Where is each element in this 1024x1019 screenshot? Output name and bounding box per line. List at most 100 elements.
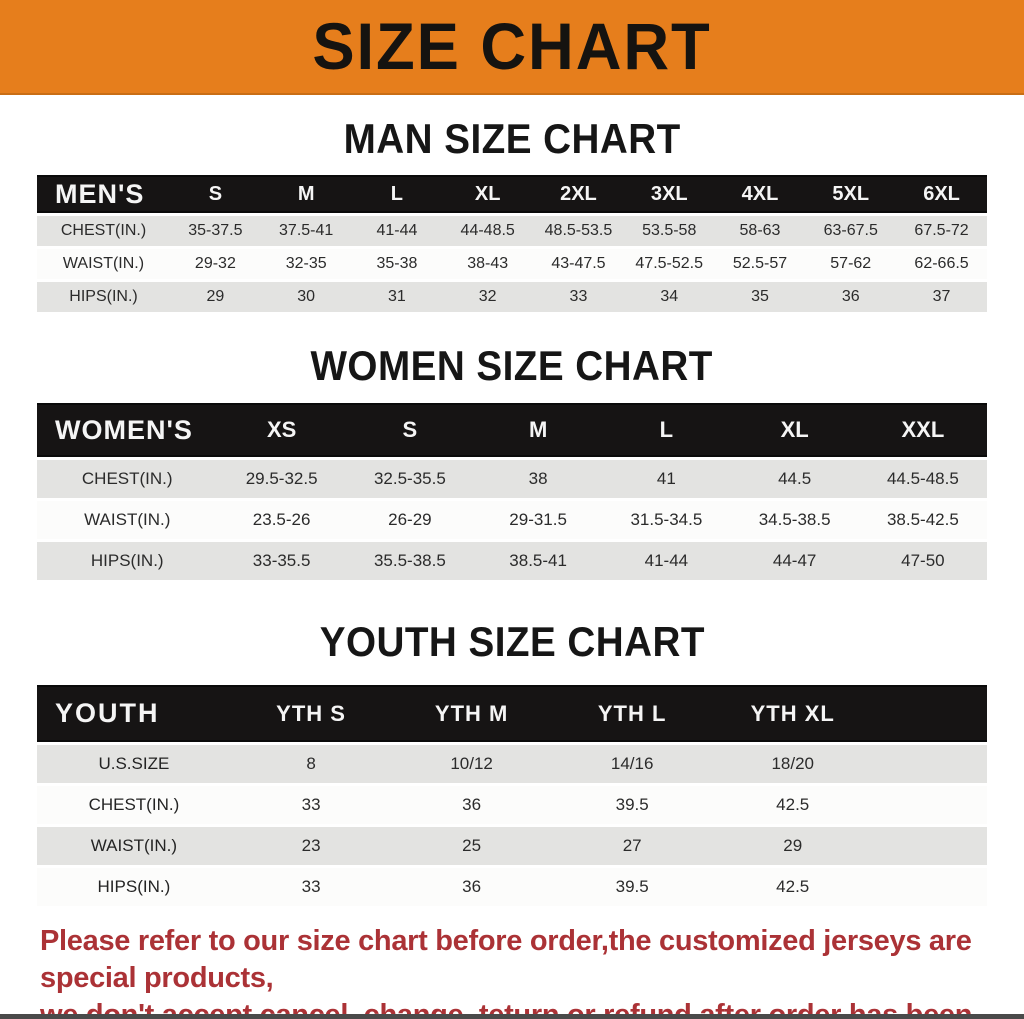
size-value: 36 bbox=[805, 282, 897, 312]
size-value: 52.5-57 bbox=[714, 249, 806, 279]
size-value: 32.5-35.5 bbox=[345, 460, 474, 498]
women-header-row: WOMEN'S XS S M L XL XXL bbox=[37, 403, 987, 457]
column-header: YTH M bbox=[391, 685, 552, 742]
size-value: 43-47.5 bbox=[533, 249, 624, 279]
size-value: 37 bbox=[896, 282, 987, 312]
size-value: 14/16 bbox=[551, 745, 713, 783]
section-title-man: MAN SIZE CHART bbox=[343, 115, 681, 162]
column-header: XXL bbox=[858, 403, 987, 457]
size-value: 29.5-32.5 bbox=[217, 460, 346, 498]
size-value: 41-44 bbox=[351, 216, 443, 246]
column-header: 2XL bbox=[533, 175, 624, 213]
size-value: 48.5-53.5 bbox=[533, 216, 624, 246]
size-value: 44-47 bbox=[730, 542, 859, 580]
size-value: 33 bbox=[230, 786, 392, 824]
column-header: 5XL bbox=[805, 175, 897, 213]
column-header: YTH S bbox=[230, 685, 392, 742]
row-label: CHEST(IN.) bbox=[37, 216, 170, 246]
size-value: 31.5-34.5 bbox=[602, 501, 731, 539]
table-row: CHEST(IN.) 29.5-32.5 32.5-35.5 38 41 44.5 44.5… bbox=[37, 460, 987, 498]
column-header: S bbox=[345, 403, 474, 457]
size-value: 26-29 bbox=[345, 501, 474, 539]
column-header: M bbox=[474, 403, 603, 457]
size-value: 42.5 bbox=[712, 786, 873, 824]
spacer-cell bbox=[872, 827, 987, 865]
size-value: 53.5-58 bbox=[623, 216, 715, 246]
table-row: WAIST(IN.) 29-32 32-35 35-38 38-43 43-47.5 47.… bbox=[37, 249, 987, 279]
size-value: 63-67.5 bbox=[805, 216, 897, 246]
size-value: 34 bbox=[623, 282, 715, 312]
column-header: L bbox=[602, 403, 731, 457]
size-value: 47-50 bbox=[858, 542, 987, 580]
size-value: 38.5-41 bbox=[474, 542, 603, 580]
row-label: WAIST(IN.) bbox=[37, 249, 170, 279]
size-value: 38.5-42.5 bbox=[858, 501, 987, 539]
section-title-youth: YOUTH SIZE CHART bbox=[319, 618, 705, 665]
women-size-table: WOMEN'S XS S M L XL XXL CHEST(IN.) 29.5-32.5 32.… bbox=[37, 400, 987, 583]
size-value: 29 bbox=[712, 827, 873, 865]
spacer-cell bbox=[872, 685, 987, 742]
size-value: 44.5-48.5 bbox=[858, 460, 987, 498]
page-title: SIZE CHART bbox=[312, 9, 712, 83]
bottom-bar bbox=[0, 1014, 1024, 1019]
size-value: 57-62 bbox=[805, 249, 897, 279]
row-label: U.S.SIZE bbox=[37, 745, 231, 783]
column-header: 4XL bbox=[714, 175, 806, 213]
youth-header-row: YOUTH YTH S YTH M YTH L YTH XL bbox=[37, 685, 987, 742]
banner: SIZE CHART bbox=[0, 0, 1024, 95]
size-value: 41 bbox=[602, 460, 731, 498]
size-value: 33-35.5 bbox=[217, 542, 346, 580]
table-corner-label: MEN'S bbox=[37, 175, 170, 213]
row-label: CHEST(IN.) bbox=[37, 460, 218, 498]
size-value: 32-35 bbox=[260, 249, 352, 279]
size-value: 35-37.5 bbox=[170, 216, 261, 246]
size-value: 62-66.5 bbox=[896, 249, 987, 279]
row-label: CHEST(IN.) bbox=[37, 786, 231, 824]
row-label: WAIST(IN.) bbox=[37, 827, 231, 865]
size-value: 47.5-52.5 bbox=[623, 249, 715, 279]
column-header: L bbox=[351, 175, 443, 213]
table-row: WAIST(IN.) 23.5-26 26-29 29-31.5 31.5-34.5 34… bbox=[37, 501, 987, 539]
men-header-row: MEN'S S M L XL 2XL 3XL 4XL 5XL 6XL bbox=[37, 175, 987, 213]
size-value: 42.5 bbox=[712, 868, 873, 906]
column-header: XS bbox=[217, 403, 346, 457]
size-value: 58-63 bbox=[714, 216, 806, 246]
size-value: 29-31.5 bbox=[474, 501, 603, 539]
size-value: 44.5 bbox=[730, 460, 859, 498]
size-value: 32 bbox=[442, 282, 534, 312]
column-header: S bbox=[170, 175, 261, 213]
column-header: YTH XL bbox=[712, 685, 873, 742]
size-value: 25 bbox=[391, 827, 552, 865]
row-label: WAIST(IN.) bbox=[37, 501, 218, 539]
size-value: 67.5-72 bbox=[896, 216, 987, 246]
table-row: HIPS(IN.) 33-35.5 35.5-38.5 38.5-41 41-44 44-… bbox=[37, 542, 987, 580]
footer-note: Please refer to our size chart before or… bbox=[0, 923, 1024, 1019]
size-value: 27 bbox=[551, 827, 713, 865]
size-value: 39.5 bbox=[551, 786, 713, 824]
table-row: CHEST(IN.) 35-37.5 37.5-41 41-44 44-48.5 48.5… bbox=[37, 216, 987, 246]
size-value: 33 bbox=[230, 868, 392, 906]
size-value: 10/12 bbox=[391, 745, 552, 783]
column-header: XL bbox=[442, 175, 534, 213]
table-row: CHEST(IN.) 33 36 39.5 42.5 bbox=[37, 786, 987, 824]
table-corner-label: WOMEN'S bbox=[37, 403, 218, 457]
size-value: 41-44 bbox=[602, 542, 731, 580]
size-value: 30 bbox=[260, 282, 352, 312]
size-value: 36 bbox=[391, 868, 552, 906]
column-header: 3XL bbox=[623, 175, 715, 213]
size-value: 8 bbox=[230, 745, 392, 783]
footer-note-line1: Please refer to our size chart before or… bbox=[40, 925, 972, 994]
row-label: HIPS(IN.) bbox=[37, 282, 170, 312]
size-value: 35 bbox=[714, 282, 806, 312]
size-value: 31 bbox=[351, 282, 443, 312]
column-header: M bbox=[260, 175, 352, 213]
table-row: HIPS(IN.) 29 30 31 32 33 34 35 36 37 bbox=[37, 282, 987, 312]
size-value: 29-32 bbox=[170, 249, 261, 279]
column-header: YTH L bbox=[551, 685, 713, 742]
size-value: 38 bbox=[474, 460, 603, 498]
column-header: XL bbox=[730, 403, 859, 457]
size-value: 23 bbox=[230, 827, 392, 865]
size-value: 29 bbox=[170, 282, 261, 312]
size-value: 35.5-38.5 bbox=[345, 542, 474, 580]
